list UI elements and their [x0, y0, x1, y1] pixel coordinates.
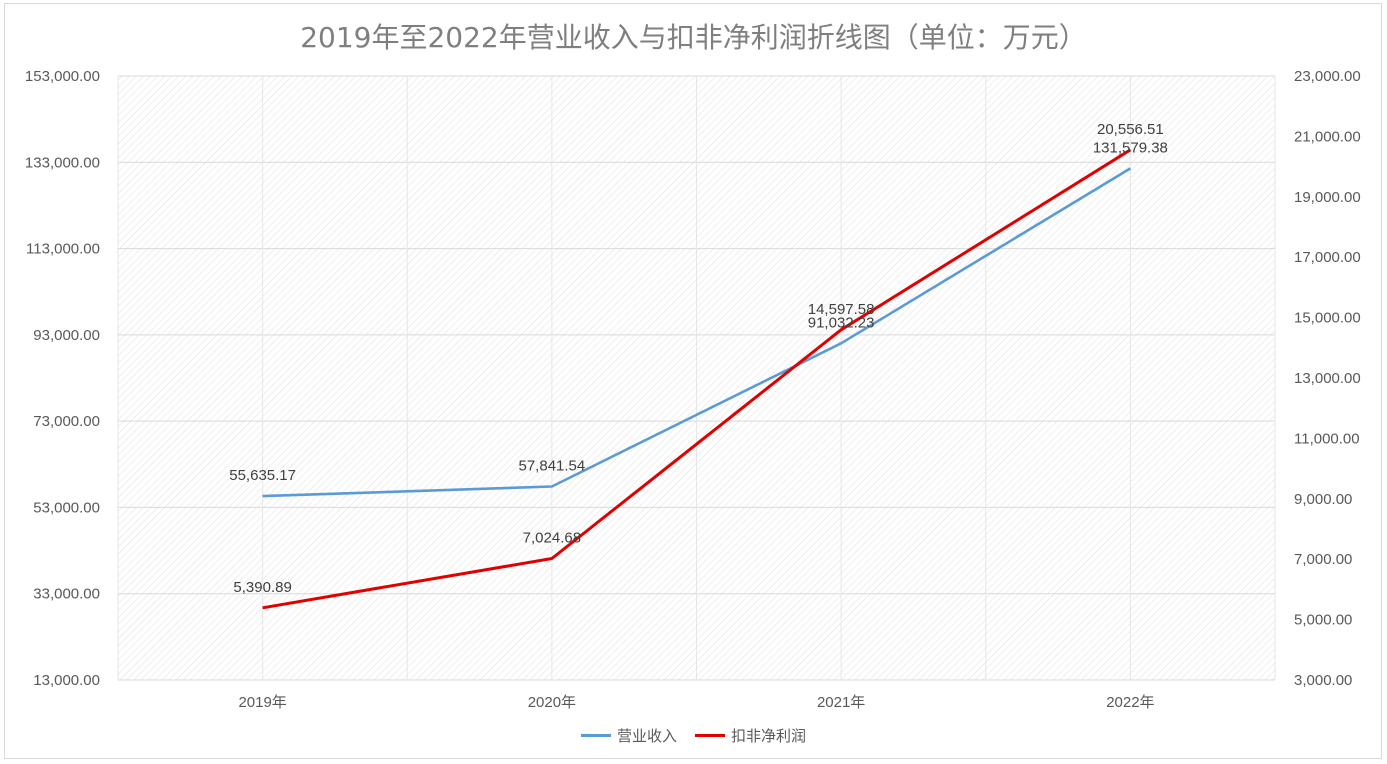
y-right-tick-label: 9,000.00: [1294, 491, 1352, 508]
y-right-tick-label: 23,000.00: [1294, 68, 1361, 85]
series-line-revenue: [262, 167, 1132, 498]
y-left-tick-label: 73,000.00: [33, 413, 100, 430]
data-label: 91,032.23: [808, 314, 875, 331]
legend-item-revenue: 营业收入: [580, 725, 677, 746]
x-tick-label: 2020年: [528, 694, 576, 711]
y-right-tick-label: 3,000.00: [1294, 672, 1352, 689]
series-line-net-profit: [262, 148, 1132, 610]
y-left-tick-label: 13,000.00: [33, 672, 100, 689]
y-left-tick-label: 153,000.00: [25, 68, 100, 85]
y-right-tick-label: 5,000.00: [1294, 612, 1352, 629]
data-label: 5,390.89: [233, 579, 291, 596]
legend-swatch-revenue: [580, 734, 611, 737]
legend-swatch-net-profit: [695, 734, 725, 737]
data-label: 55,635.17: [229, 467, 296, 484]
y-right-tick-label: 7,000.00: [1294, 551, 1352, 568]
x-tick-label: 2021年: [817, 694, 865, 711]
y-left-tick-label: 113,000.00: [26, 241, 100, 258]
y-left-tick-label: 33,000.00: [33, 586, 100, 603]
y-left-tick-label: 133,000.00: [25, 154, 100, 171]
data-label: 20,556.51: [1097, 121, 1164, 138]
y-right-tick-label: 15,000.00: [1294, 310, 1361, 327]
data-label: 14,597.58: [808, 301, 875, 318]
y-right-tick-label: 13,000.00: [1294, 370, 1361, 387]
y-right-tick-label: 11,000.00: [1294, 430, 1360, 447]
legend-item-net-profit: 扣非净利润: [695, 725, 806, 746]
x-tick-label: 2019年: [238, 694, 286, 711]
data-label: 131,579.38: [1093, 139, 1168, 156]
y-left-tick-label: 93,000.00: [33, 327, 100, 344]
legend-label-net-profit: 扣非净利润: [731, 727, 807, 745]
y-left-tick-label: 53,000.00: [33, 499, 100, 516]
data-label: 57,841.54: [519, 458, 586, 475]
legend-label-revenue: 营业收入: [616, 727, 677, 745]
x-tick-label: 2022年: [1106, 694, 1154, 711]
data-label: 7,024.68: [523, 529, 581, 546]
y-right-tick-label: 17,000.00: [1294, 249, 1361, 266]
chart-legend: 营业收入 扣非净利润: [0, 725, 1387, 746]
chart-title: 2019年至2022年营业收入与扣非净利润折线图（单位：万元）: [300, 21, 1087, 54]
y-right-tick-label: 19,000.00: [1294, 189, 1361, 206]
y-right-tick-label: 21,000.00: [1294, 128, 1361, 145]
